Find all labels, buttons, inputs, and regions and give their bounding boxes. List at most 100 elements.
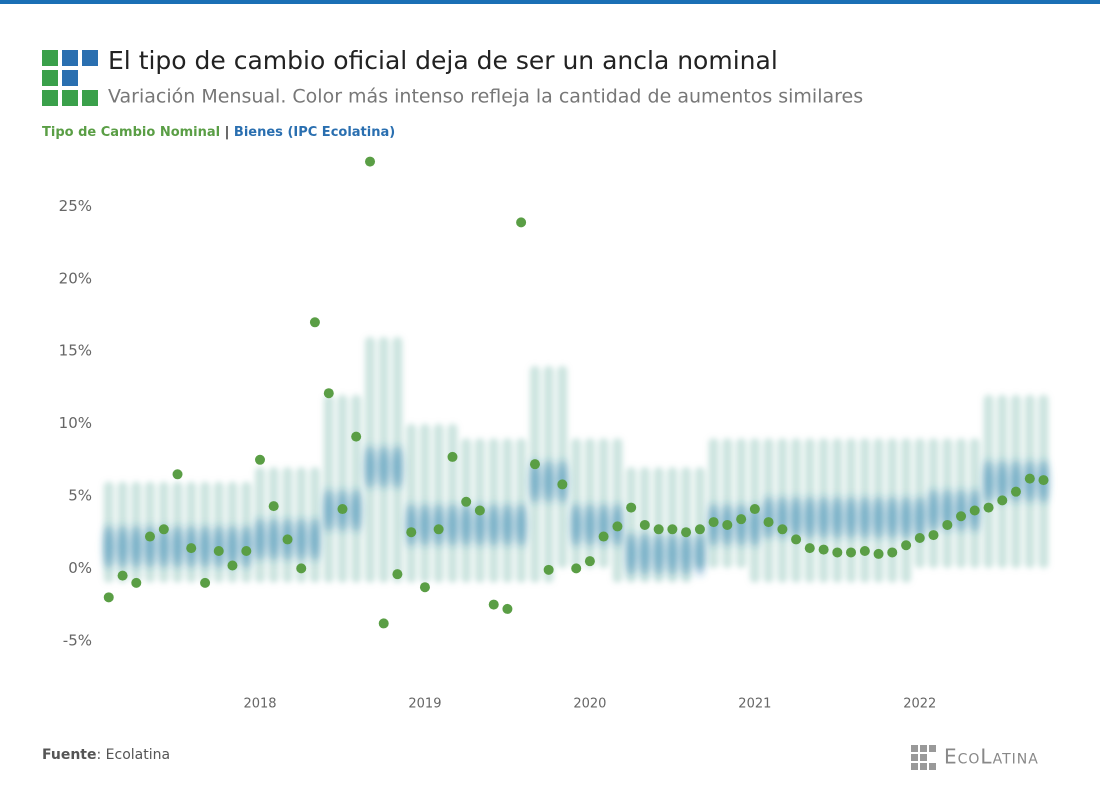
point — [255, 454, 265, 465]
point — [791, 534, 802, 545]
center-dot — [901, 495, 912, 540]
legend: Tipo de Cambio Nominal | Bienes (IPC Eco… — [42, 125, 395, 140]
point — [378, 618, 389, 629]
y-tick-label: 5% — [68, 487, 92, 505]
center-dot — [543, 459, 554, 504]
point — [694, 524, 705, 535]
center-dot — [144, 524, 155, 569]
center-dot — [502, 502, 513, 547]
point — [584, 556, 595, 567]
y-tick-label: 25% — [59, 197, 92, 215]
point — [337, 504, 348, 515]
point — [172, 469, 183, 480]
center-dot — [749, 502, 760, 547]
center-dot — [255, 517, 265, 562]
center-dot — [378, 445, 389, 490]
point — [997, 495, 1008, 506]
point — [667, 524, 678, 535]
center-dot — [1010, 459, 1021, 504]
center-dot — [351, 488, 362, 533]
y-tick-label: -5% — [63, 631, 92, 649]
point — [612, 521, 623, 532]
point — [461, 496, 472, 507]
center-dot — [571, 502, 582, 547]
point — [296, 563, 307, 574]
y-tick-label: 0% — [68, 559, 92, 577]
center-dot — [914, 495, 925, 540]
plot: -5% 0% 5% 10% 15% 20% 25% 2018 2019 2020 2021 2022 — [59, 156, 1049, 712]
point — [639, 519, 650, 530]
center-dot — [997, 459, 1008, 504]
center-dot — [516, 502, 527, 547]
point — [200, 577, 211, 588]
point — [804, 543, 815, 554]
point — [351, 431, 362, 442]
point — [488, 599, 499, 610]
legend-entry: Bienes (IPC Ecolatina) — [234, 125, 395, 140]
chart-title: El tipo de cambio oficial deja de ser un… — [108, 46, 778, 75]
center-dot — [117, 524, 128, 569]
center-dot — [365, 445, 376, 490]
point — [227, 560, 238, 571]
point — [365, 156, 376, 167]
center-dot — [419, 502, 430, 547]
center-dot — [846, 495, 857, 540]
center-dot — [200, 524, 211, 569]
center-dot — [392, 445, 403, 490]
center-dot — [694, 531, 705, 576]
center-dot — [584, 502, 595, 547]
center-dot — [653, 531, 664, 576]
center-dot — [309, 517, 320, 562]
point — [1024, 473, 1035, 484]
point — [598, 531, 609, 542]
point — [502, 603, 513, 614]
logo-icon — [42, 50, 98, 106]
center-dot — [172, 524, 183, 569]
logo-text: EcoLatina — [944, 745, 1039, 769]
center-dot — [791, 495, 802, 540]
point — [653, 524, 664, 535]
center-dot — [461, 502, 472, 547]
point — [626, 502, 637, 513]
point — [433, 524, 444, 535]
point — [749, 504, 760, 515]
point — [241, 546, 252, 557]
center-dot — [323, 488, 334, 533]
point — [282, 534, 293, 545]
y-tick-label: 15% — [59, 342, 92, 360]
source-label: Fuente — [42, 747, 96, 763]
center-dot — [818, 495, 829, 540]
center-dot — [529, 459, 540, 504]
point — [186, 543, 197, 554]
center-dot — [158, 524, 169, 569]
y-tick-label: 20% — [59, 269, 92, 287]
point — [543, 564, 554, 575]
source: Fuente: Ecolatina — [42, 747, 170, 763]
point — [736, 514, 747, 525]
point — [309, 317, 320, 328]
center-dot — [268, 517, 279, 562]
x-tick-label: 2018 — [243, 697, 276, 712]
point — [516, 217, 527, 228]
center-dot — [103, 524, 114, 569]
point — [708, 517, 719, 528]
point — [158, 524, 169, 535]
center-dot — [983, 459, 994, 504]
chart-subtitle: Variación Mensual. Color más intenso ref… — [108, 86, 863, 108]
center-dot — [859, 495, 870, 540]
center-dot — [639, 531, 650, 576]
x-tick-label: 2022 — [903, 697, 936, 712]
center-dot — [956, 488, 967, 533]
point — [873, 548, 884, 559]
point — [117, 570, 128, 581]
point — [474, 505, 485, 516]
logo: EcoLatina — [911, 745, 1039, 770]
point — [901, 540, 912, 551]
point — [419, 582, 430, 593]
center-dot — [488, 502, 499, 547]
point — [983, 502, 994, 513]
source-text: : Ecolatina — [96, 747, 170, 763]
point — [323, 388, 334, 399]
point — [914, 532, 925, 543]
